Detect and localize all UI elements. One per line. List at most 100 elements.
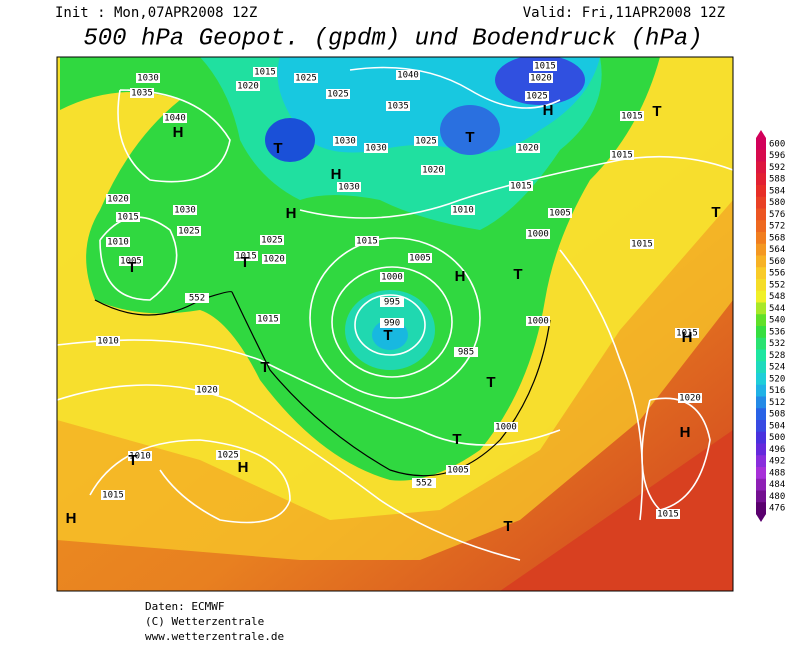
isobar-label-bg [675,328,699,338]
colorbar-label: 476 [769,504,785,514]
isobar-label-bg [678,393,702,403]
isobar-label-bg [216,450,240,460]
isobar-label: 1000 [381,273,403,283]
isobar-label-bg [548,208,572,218]
colorbar-label: 496 [769,445,785,455]
pressure-center: T [260,359,269,376]
colorbar-cell [756,267,766,280]
pressure-center: T [127,259,136,276]
isobar-label: 1020 [237,82,259,92]
pressure-center: T [452,431,461,448]
isobar-label: 1015 [235,252,257,262]
colorbar-cell [756,290,766,303]
isobar-label-bg [509,181,533,191]
isobar-label-bg [106,194,130,204]
colorbar-cell [756,443,766,456]
init-time: Init : Mon,07APR2008 12Z [55,5,257,21]
isobar-label-bg [177,226,201,236]
isobar [57,339,561,446]
colorbar-cell [756,302,766,315]
colorbar-label: 492 [769,457,785,467]
isobar-label: 1025 [217,451,239,461]
colorbar-label: 568 [769,233,785,243]
colorbar-arrow [756,130,766,138]
isobar-label-bg [656,509,680,519]
isobar-label-bg [326,89,350,99]
pressure-center: T [711,204,720,221]
isobar-label-bg [529,73,553,83]
isobar-label: 1015 [356,237,378,247]
footer-url: www.wetterzentrale.de [145,630,284,643]
colorbar-cell [756,173,766,186]
colorbar-cell [756,232,766,245]
colorbar-label: 528 [769,351,785,361]
colorbar-label: 588 [769,175,785,185]
colorbar-label: 484 [769,480,785,490]
isobar-label: 985 [458,348,474,358]
isobar-label: 1025 [178,227,200,237]
isobar-label-bg [119,256,143,266]
colorbar-cell [756,467,766,480]
isobar-label-bg [380,318,404,328]
isobar-label-bg [526,316,550,326]
isobar [354,294,426,356]
isobar-label: 1020 [530,74,552,84]
isobar-label-bg [262,254,286,264]
isobar-label: 1010 [107,238,129,248]
isobar-label: 1020 [517,144,539,154]
cold-core [440,105,500,155]
colorbar-label: 592 [769,163,785,173]
colorbar-label: 572 [769,222,785,232]
colorbar-label: 536 [769,327,785,337]
isobar-label: 1035 [131,89,153,99]
isobar-label: 1025 [261,236,283,246]
isobar-label-bg [185,293,209,303]
isobar-label-bg [116,212,140,222]
colorbar-label: 512 [769,398,785,408]
isobar-label-bg [253,67,277,77]
isobar-label-bg [101,490,125,500]
colorbar-label: 532 [769,339,785,349]
isobar [641,397,711,511]
pressure-center: H [682,329,693,346]
isobar-label: 1015 [657,510,679,520]
colorbar-label: 524 [769,363,785,373]
colorbar-cell [756,478,766,491]
colorbar-label: 564 [769,245,785,255]
colorbar-cell [756,337,766,350]
colorbar-cell [756,279,766,292]
isobar-label: 1010 [129,452,151,462]
isobar-label: 1030 [137,74,159,84]
isobar-label-bg [106,237,130,247]
colorbar-cell [756,420,766,433]
isobar-label-bg [163,113,187,123]
colorbar-cell [756,396,766,409]
isobar [57,384,521,561]
colorbar-cell [756,349,766,362]
colorbar-label: 508 [769,410,785,420]
contour-552 [231,291,551,477]
isobar [89,439,291,524]
isobar-label-bg [173,205,197,215]
isobar [349,66,561,109]
isobar-label: 1030 [338,183,360,193]
colorbar-label: 544 [769,304,785,314]
isobar-label-bg [414,136,438,146]
isobar-label: 1030 [174,206,196,216]
isobar-label: 1015 [621,112,643,122]
colorbar-cell [756,138,766,151]
footer-source: Daten: ECMWF [145,600,224,613]
pressure-center: H [66,510,77,527]
isobar-label-bg [256,314,280,324]
valid-time: Valid: Fri,11APR2008 12Z [523,5,725,21]
isobar-label: 1010 [97,337,119,347]
isobar-label: 1040 [164,114,186,124]
isobar-label: 1015 [510,182,532,192]
isobar-label: 1005 [120,257,142,267]
isobar-label-bg [294,73,318,83]
isobar-label: 1020 [679,394,701,404]
pressure-center: T [513,266,522,283]
pressure-center: T [652,103,661,120]
cold-core [265,118,315,162]
isobar-label-bg [333,136,357,146]
